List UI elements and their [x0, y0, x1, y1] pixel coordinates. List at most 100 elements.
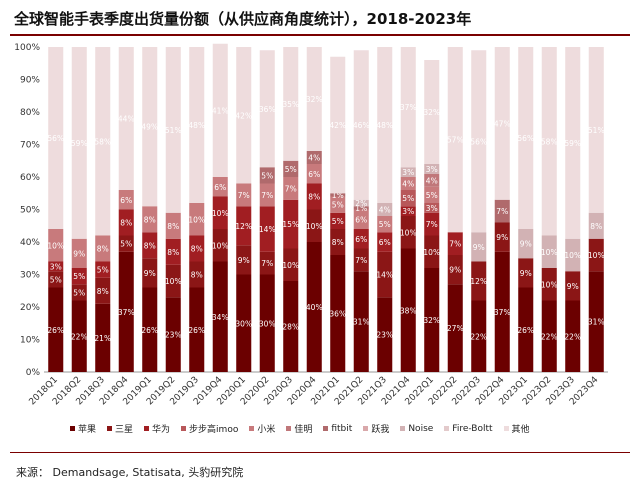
bar-segment — [189, 287, 205, 372]
data-label: 6% — [214, 183, 226, 192]
data-label: 9% — [449, 266, 461, 275]
data-label: 44% — [118, 115, 135, 124]
data-label: 36% — [259, 105, 276, 114]
bar-segment — [95, 277, 111, 304]
data-label: 58% — [94, 137, 111, 146]
bar-segment — [424, 173, 440, 187]
bar-segment — [377, 47, 393, 203]
bar-segment — [165, 238, 181, 265]
bar-segment — [400, 167, 416, 177]
data-label: 7% — [261, 191, 273, 200]
bar-segment — [541, 235, 557, 268]
bar-segment — [165, 212, 181, 239]
data-label: 8% — [144, 241, 156, 250]
bar-segment — [377, 297, 393, 372]
legend-swatch — [181, 426, 187, 431]
data-label: 48% — [376, 121, 393, 130]
data-label: 12% — [470, 277, 487, 286]
bar-segment — [236, 274, 252, 372]
bar-segment — [494, 222, 510, 252]
data-label: 9% — [520, 240, 532, 249]
data-label: 26% — [47, 326, 64, 335]
data-label: 51% — [588, 126, 605, 135]
y-tick-label: 30% — [20, 271, 40, 281]
data-label: 6% — [120, 196, 132, 205]
data-label: 5% — [285, 165, 297, 174]
data-label: 49% — [141, 123, 158, 132]
bar-segment — [330, 255, 346, 372]
bar-segment — [424, 186, 440, 203]
bar-segment — [283, 281, 299, 372]
bar-segment — [71, 268, 87, 285]
data-label: 10% — [165, 277, 182, 286]
bar-segment — [306, 209, 322, 242]
data-label: 9% — [496, 233, 508, 242]
data-label: 30% — [235, 319, 252, 328]
data-label: 5% — [261, 171, 273, 180]
data-label: 42% — [329, 121, 346, 130]
bar-segment — [71, 284, 87, 301]
bar-segment — [283, 177, 299, 200]
data-label: 12% — [235, 222, 252, 231]
data-label: 10% — [212, 209, 229, 218]
bar-segment — [353, 206, 369, 210]
data-label: 32% — [423, 316, 440, 325]
stacked-bar-chart: 0% 10% 20% 30% 40% 50% 60% 70% 80% 90% 100% 26% 5% 3%… — [14, 43, 608, 407]
bar-segment — [95, 303, 111, 372]
bar-segment — [565, 47, 581, 239]
bar-segment — [424, 268, 440, 372]
bar-segment — [212, 43, 228, 177]
bar-segment — [189, 203, 205, 236]
bar-segment — [48, 47, 64, 229]
legend-swatch — [400, 426, 406, 431]
data-label: 4% — [308, 154, 320, 163]
bar-segment — [471, 261, 487, 301]
data-label: 8% — [590, 222, 602, 231]
data-label: 3% — [402, 168, 414, 177]
bar-segment — [377, 216, 393, 233]
legend-label: Noise — [408, 423, 434, 434]
data-label: 5% — [402, 194, 414, 203]
bar-segment — [142, 287, 158, 372]
legend-item: 步步高imoo — [181, 422, 238, 435]
bar-segment — [189, 235, 205, 262]
bar-segment — [212, 196, 228, 229]
bar-segment — [353, 209, 369, 229]
bar-segment — [330, 196, 346, 213]
bar-segment — [95, 261, 111, 278]
bar-segment — [165, 297, 181, 372]
data-label: 9% — [73, 249, 85, 258]
bar-segment — [447, 47, 463, 233]
data-label: 10% — [400, 228, 417, 237]
data-label: 56% — [47, 134, 64, 143]
data-label: 5% — [379, 220, 391, 229]
bar-segment — [377, 203, 393, 216]
data-label: 10% — [541, 280, 558, 289]
bar-segment — [400, 177, 416, 190]
data-label: 56% — [517, 134, 534, 143]
bar-segment — [400, 47, 416, 168]
bar-segment — [588, 271, 604, 372]
bar-segment — [142, 258, 158, 288]
footer-divider — [10, 452, 630, 453]
bar-segment — [259, 183, 275, 207]
bar-segment — [306, 151, 322, 164]
data-label: 7% — [496, 207, 508, 216]
y-tick-label: 20% — [20, 303, 40, 313]
bar-segment — [259, 274, 275, 372]
bar-segment — [447, 284, 463, 372]
data-label: 26% — [517, 326, 534, 335]
bar-segment — [95, 235, 111, 262]
bar-segment — [283, 160, 299, 177]
bar-segment — [236, 245, 252, 275]
bar-segment — [565, 271, 581, 301]
data-label: 14% — [376, 271, 393, 280]
bar-segment — [48, 261, 64, 272]
legend-label: 步步高imoo — [189, 425, 239, 435]
data-label: 27% — [447, 324, 464, 333]
bar-segment — [353, 229, 369, 249]
chart-legend: 苹果 三星 华为 步步高imoo 小米 佳明 fitbit 跃我 Noise Fire-Boltt… — [70, 422, 630, 435]
data-label: 51% — [165, 126, 182, 135]
bar-segment — [118, 251, 134, 372]
y-tick-label: 90% — [20, 76, 40, 86]
